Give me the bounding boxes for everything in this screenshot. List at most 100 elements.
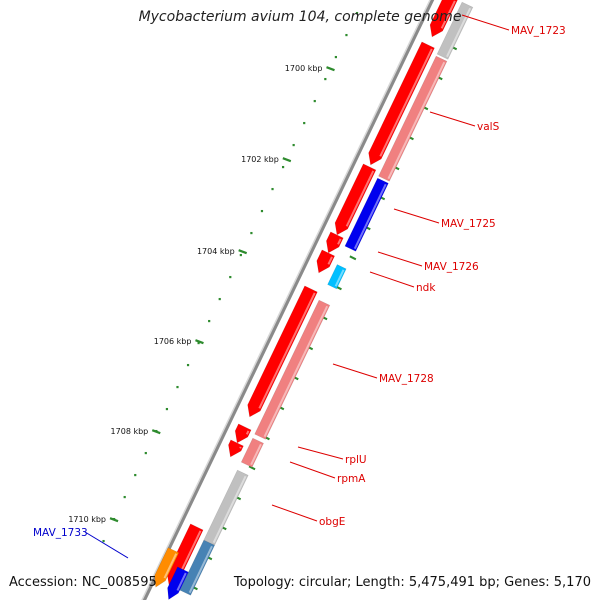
major-tick [151, 429, 161, 435]
minor-tick [165, 407, 169, 411]
blue-mav1725-shine [353, 183, 387, 250]
tick-label: 1708 kbp [111, 427, 149, 436]
cds-small-a [326, 231, 344, 254]
backbone-line [141, 0, 435, 600]
leader-line [377, 251, 423, 267]
blue-mav1733-shine [176, 572, 187, 591]
gray-obge-shine [212, 475, 247, 544]
minor-tick [144, 451, 147, 455]
rna-mav1728-shine [263, 305, 329, 438]
steel-obge-shine [188, 545, 213, 594]
cds-rplu-shine [245, 430, 250, 435]
leader-line [297, 446, 344, 460]
rna-vals [378, 55, 448, 182]
cds-mav1726-shine [327, 256, 333, 265]
minor-tick [102, 539, 105, 543]
minor-tick [197, 341, 200, 345]
minor-tick [334, 55, 337, 59]
cds-mav1725 [334, 163, 377, 236]
tick-label: 1704 kbp [197, 247, 235, 256]
cds-mav1728-shine [258, 292, 316, 409]
minor-tick [218, 297, 221, 301]
gene-label: MAV_1733 [33, 527, 88, 539]
major-tick [109, 517, 119, 523]
cyan-ndk [327, 264, 347, 290]
major-tick [238, 249, 248, 255]
cds-rpma [228, 439, 244, 458]
minor-tick [208, 319, 211, 323]
cds-mav1728 [247, 285, 318, 418]
leader-line [84, 531, 129, 559]
cds-vals-shine [379, 48, 433, 157]
leader-line [271, 504, 318, 522]
major-tick [326, 66, 335, 72]
orange-mav1733 [154, 547, 180, 588]
cds-vals [368, 41, 435, 166]
minor-tick [345, 33, 348, 37]
minor-tick [134, 473, 137, 477]
minor-tick [313, 99, 316, 103]
minor-tick [229, 275, 232, 279]
minor-tick [292, 143, 295, 147]
gene-label: MAV_1723 [511, 25, 566, 37]
minor-tick [260, 209, 264, 213]
blue-mav1725 [344, 177, 389, 252]
tick-label: 1702 kbp [241, 155, 279, 164]
gene-label: MAV_1728 [379, 373, 434, 385]
outer-tick [349, 255, 357, 261]
major-tick [282, 157, 292, 163]
gene-label: rplU [345, 454, 367, 466]
cds-mav1725-shine [345, 170, 375, 227]
major-tick [195, 339, 204, 345]
cds-mav1723-shine [440, 0, 456, 29]
cds-mav1726 [316, 249, 336, 274]
leader-line [429, 111, 476, 127]
rna-rplu-shine [250, 443, 262, 466]
outer-tick [248, 465, 256, 471]
minor-tick [186, 363, 190, 367]
tick-label: 1706 kbp [154, 337, 192, 346]
gene-label: MAV_1725 [441, 218, 496, 230]
rna-mav1728 [254, 299, 331, 440]
gene-label: MAV_1726 [424, 261, 479, 273]
minor-tick [176, 385, 179, 389]
minor-tick [355, 11, 359, 15]
minor-tick [271, 187, 274, 191]
minor-tick [123, 495, 126, 499]
minor-tick [239, 253, 242, 257]
leader-line [461, 14, 510, 31]
leader-line [369, 271, 415, 288]
tick-label: 1700 kbp [285, 64, 323, 73]
rna-rplu [240, 437, 264, 468]
backbone-highlight [141, 0, 431, 600]
blue-mav1733 [167, 566, 189, 600]
cds-mav1723 [429, 0, 458, 38]
orange-mav1733-shine [163, 553, 178, 579]
cds-obge-shine [177, 530, 202, 577]
gene-label: valS [477, 121, 500, 133]
rna-top [436, 1, 474, 60]
minor-tick [324, 77, 327, 81]
genome-summary-text: Topology: circular; Length: 5,475,491 bp… [233, 575, 591, 590]
leader-line [332, 363, 378, 379]
leader-line [393, 208, 440, 224]
gene-label: obgE [319, 516, 345, 528]
map-title: Mycobacterium avium 104, complete genome [138, 9, 462, 25]
leader-line [289, 461, 336, 479]
gene-label: rpmA [337, 473, 366, 485]
gray-obge [203, 469, 249, 546]
accession-text: Accession: NC_008595 [9, 575, 157, 590]
cds-rplu [234, 423, 252, 444]
features-layer [141, 0, 474, 600]
minor-tick [281, 165, 285, 169]
gene-label: ndk [416, 282, 436, 294]
minor-tick [303, 121, 306, 125]
rna-vals-shine [387, 61, 446, 180]
cyan-ndk-shine [334, 269, 345, 287]
tick-label: 1710 kbp [68, 515, 106, 524]
minor-tick [250, 231, 253, 235]
cds-rpma-shine [239, 446, 242, 449]
cds-small-a-shine [337, 238, 342, 245]
